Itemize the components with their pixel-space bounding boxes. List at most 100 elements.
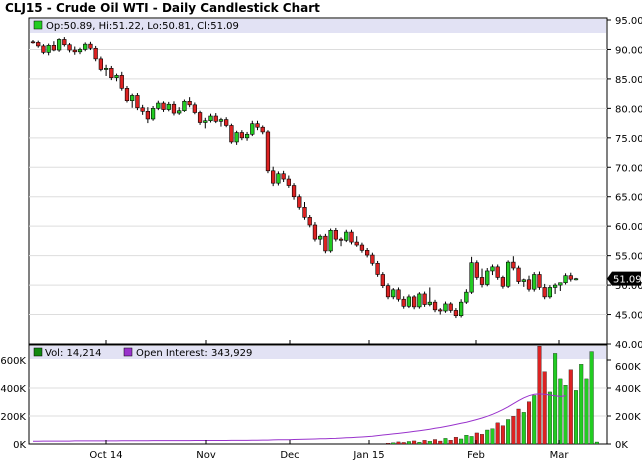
candle-body <box>145 111 150 120</box>
candle-body <box>354 241 359 246</box>
price-gridlines <box>29 48 607 316</box>
volume-bar <box>443 438 448 444</box>
volume-bar <box>412 440 417 444</box>
volume-bar <box>532 395 537 444</box>
volume-bar <box>469 436 474 444</box>
date-axis: Oct 14 Nov Dec Jan 15 Feb Mar <box>89 340 569 461</box>
candle-body <box>349 231 354 243</box>
candle-body <box>197 112 203 123</box>
volume-bar <box>558 378 563 444</box>
candle-body <box>119 75 124 89</box>
candle-body <box>396 289 401 300</box>
volume-bar <box>547 391 552 444</box>
candle-body <box>427 301 432 305</box>
volume-bar <box>433 439 438 444</box>
candle-body <box>98 58 104 70</box>
candle-body <box>46 45 51 53</box>
candle-body <box>72 49 77 53</box>
volume-bar <box>500 425 505 444</box>
candle-body <box>161 102 166 110</box>
price-panel: Op:50.89, Hi:51.22, Lo:50.81, Cl:51.09 9… <box>28 16 642 351</box>
candle-body <box>30 41 36 44</box>
volume-legend-bar <box>30 346 606 359</box>
volume-bar <box>422 440 427 444</box>
volume-panel-frame <box>28 344 608 445</box>
candle-body <box>469 262 474 293</box>
volume-tick-label-right: 200K <box>615 412 641 423</box>
candle-body <box>36 42 41 47</box>
date-tick-label: Jan 15 <box>352 450 384 461</box>
candle-body <box>338 238 344 241</box>
candle-body <box>563 275 568 284</box>
volume-bar <box>401 442 406 444</box>
price-tick-label: 55.00 <box>615 252 642 263</box>
candle-body <box>370 254 375 264</box>
volume-bar <box>584 378 589 444</box>
volume-bar <box>527 401 531 444</box>
candle-body <box>401 298 406 307</box>
volume-tick-label-left: 600K <box>0 356 26 367</box>
candle-body <box>542 287 547 298</box>
candle-body <box>171 103 177 114</box>
candle-body <box>453 310 459 317</box>
candle-body <box>406 296 412 307</box>
volume-bar <box>438 440 443 444</box>
volume-tick-label-left: 400K <box>0 384 26 395</box>
candle-body <box>412 296 417 308</box>
candle-body <box>286 178 291 186</box>
candle-body <box>166 103 171 110</box>
candlestick-series <box>30 37 579 319</box>
price-tick-label: 95.00 <box>615 16 642 27</box>
price-tick-label: 80.00 <box>615 104 642 115</box>
volume-bar <box>553 353 558 444</box>
candle-body <box>192 104 197 113</box>
candle-body <box>229 125 234 143</box>
candle-body <box>380 274 385 286</box>
candle-body <box>114 75 119 79</box>
candle-body <box>443 303 448 312</box>
candle-body <box>422 293 427 305</box>
volume-bar <box>506 419 511 444</box>
volume-bar <box>485 429 490 444</box>
candle-body <box>516 267 521 282</box>
candle-body <box>505 261 511 287</box>
price-tick-label: 45.00 <box>615 311 642 322</box>
candle-body <box>93 47 98 60</box>
volume-bar <box>490 428 495 444</box>
volume-bar <box>427 441 432 444</box>
candle-body <box>291 185 297 198</box>
candle-body <box>224 119 229 126</box>
candle-body <box>56 39 62 51</box>
candle-body <box>558 282 563 286</box>
candle-body <box>552 284 558 288</box>
ohlc-legend-swatch <box>33 20 43 30</box>
candle-body <box>124 88 130 102</box>
candle-body <box>177 110 182 114</box>
candle-body <box>328 230 333 252</box>
volume-bar <box>516 408 521 444</box>
candle-body <box>41 45 46 53</box>
open-interest-legend-swatch <box>123 347 133 357</box>
candle-body <box>271 170 276 184</box>
candle-body <box>385 285 391 298</box>
price-tick-label: 70.00 <box>615 163 642 174</box>
price-panel-frame <box>28 17 608 345</box>
volume-bars <box>386 345 599 444</box>
candle-body <box>323 235 328 252</box>
candle-body <box>130 95 135 102</box>
candle-body <box>156 102 161 109</box>
volume-bar <box>480 434 484 444</box>
candle-body <box>511 261 516 269</box>
candle-body <box>438 309 443 312</box>
candle-body <box>375 262 380 275</box>
candle-body <box>203 120 208 123</box>
candle-body <box>234 132 239 143</box>
candle-body <box>417 293 422 308</box>
volume-tick-label-right: 400K <box>615 384 641 395</box>
price-tick-label: 40.00 <box>615 340 642 351</box>
candle-body <box>500 277 506 287</box>
candle-body <box>255 123 260 128</box>
candle-body <box>307 217 312 226</box>
candle-body <box>265 131 271 172</box>
last-price-badge: 51.09 <box>607 271 642 286</box>
